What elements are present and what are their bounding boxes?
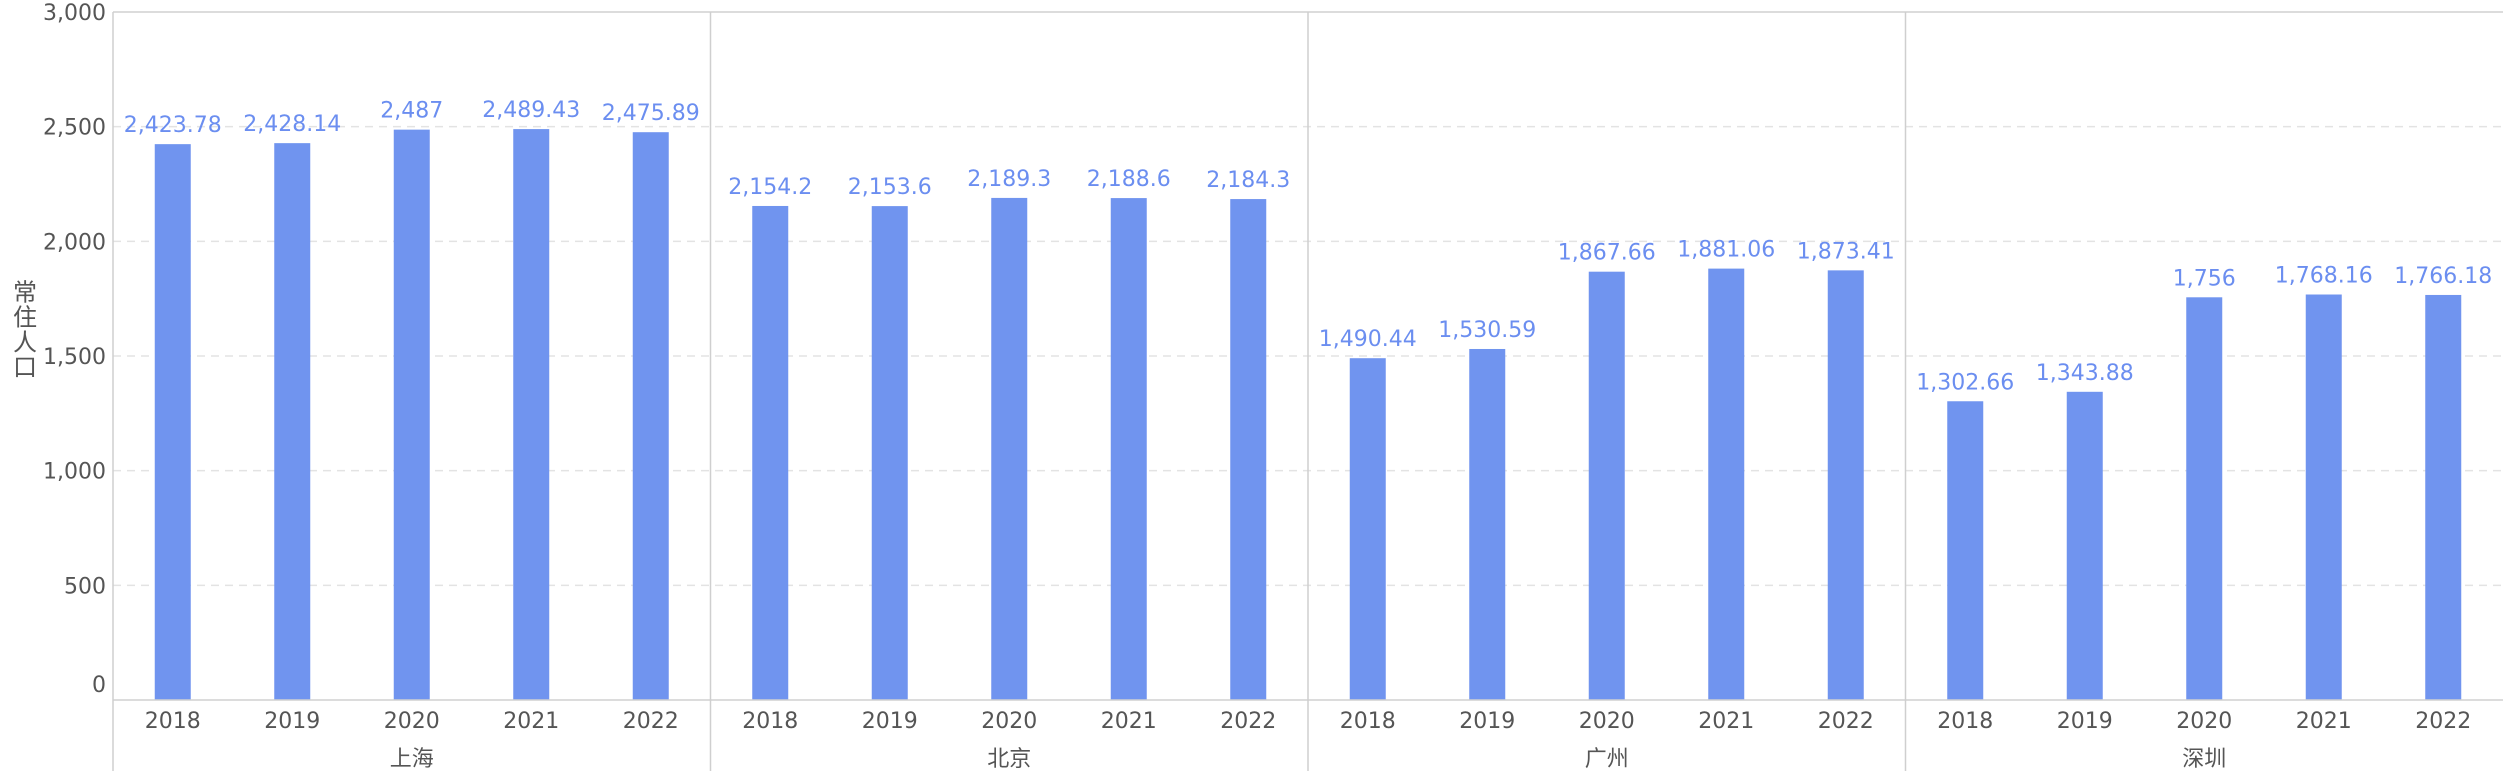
x-tick-label: 2019 bbox=[1459, 709, 1515, 734]
x-tick-label: 2020 bbox=[1579, 709, 1635, 734]
x-tick-label: 2021 bbox=[1101, 709, 1157, 734]
data-label: 1,873.41 bbox=[1797, 239, 1895, 264]
data-label: 2,487 bbox=[380, 99, 443, 124]
y-axis-title: 常住人口 bbox=[13, 279, 37, 382]
x-tick-label: 2021 bbox=[1698, 709, 1754, 734]
data-label: 1,756 bbox=[2173, 266, 2236, 291]
x-tick-label: 2020 bbox=[2176, 709, 2232, 734]
x-tick-label: 2018 bbox=[145, 709, 201, 734]
bar bbox=[1110, 198, 1147, 701]
data-label: 1,881.06 bbox=[1677, 238, 1775, 263]
group-label: 深圳 bbox=[2182, 747, 2226, 771]
data-label: 1,867.66 bbox=[1558, 241, 1656, 266]
data-label: 2,154.2 bbox=[728, 175, 812, 200]
y-tick-label: 1,500 bbox=[43, 345, 106, 370]
bar bbox=[2305, 294, 2342, 700]
bar bbox=[752, 205, 789, 700]
bar bbox=[513, 129, 550, 701]
x-tick-label: 2018 bbox=[1937, 709, 1993, 734]
group-label: 上海 bbox=[390, 747, 434, 771]
y-tick-label: 2,000 bbox=[43, 230, 106, 255]
bar bbox=[274, 143, 311, 701]
data-label: 2,153.6 bbox=[848, 175, 932, 200]
x-tick-label: 2020 bbox=[981, 709, 1037, 734]
bar bbox=[1588, 271, 1625, 700]
bar bbox=[871, 206, 908, 700]
y-axis: 0 500 1,000 1,500 2,000 2,500 3,000 bbox=[43, 1, 106, 698]
bar bbox=[1230, 199, 1267, 700]
data-label: 2,489.43 bbox=[482, 98, 580, 123]
data-label: 1,490.44 bbox=[1319, 327, 1417, 352]
plot-frame bbox=[112, 11, 2503, 771]
data-label: 2,428.14 bbox=[243, 112, 341, 137]
bar bbox=[2425, 294, 2462, 700]
bars: 2,423.78 2,428.14 2,487 2,489.43 2,475.89 2,1… bbox=[124, 98, 2492, 701]
bar bbox=[1349, 358, 1386, 700]
bar bbox=[2066, 391, 2103, 700]
data-label: 1,343.88 bbox=[2036, 361, 2134, 386]
group-label: 广州 bbox=[1585, 747, 1629, 771]
bar bbox=[393, 129, 430, 700]
x-tick-label: 2019 bbox=[862, 709, 918, 734]
bar bbox=[1469, 348, 1506, 700]
y-tick-label: 1,000 bbox=[43, 460, 106, 485]
data-label: 2,188.6 bbox=[1087, 167, 1171, 192]
bar bbox=[154, 144, 191, 700]
bar bbox=[991, 197, 1028, 700]
data-label: 2,423.78 bbox=[124, 113, 222, 138]
data-label: 2,475.89 bbox=[602, 101, 700, 126]
data-label: 1,530.59 bbox=[1438, 318, 1536, 343]
data-label: 1,302.66 bbox=[1916, 370, 2014, 395]
x-tick-label: 2019 bbox=[264, 709, 320, 734]
x-tick-label: 2022 bbox=[623, 709, 679, 734]
x-tick-label: 2019 bbox=[2057, 709, 2113, 734]
bar bbox=[2186, 297, 2223, 700]
bar bbox=[1827, 270, 1864, 700]
x-tick-label: 2018 bbox=[1340, 709, 1396, 734]
data-label: 1,768.16 bbox=[2275, 264, 2373, 289]
x-tick-label: 2021 bbox=[2296, 709, 2352, 734]
x-tick-label: 2021 bbox=[503, 709, 559, 734]
data-label: 1,766.18 bbox=[2394, 264, 2492, 289]
group-label: 北京 bbox=[987, 747, 1031, 771]
y-tick-label: 500 bbox=[64, 574, 106, 599]
bar bbox=[632, 132, 669, 700]
x-axis: 2018 2019 2020 2021 2022 上海 2018 2019 2020 2021 20… bbox=[145, 709, 2472, 771]
bar bbox=[1708, 268, 1745, 700]
y-tick-label: 3,000 bbox=[43, 1, 106, 26]
y-tick-label: 2,500 bbox=[43, 116, 106, 141]
y-tick-label: 0 bbox=[92, 673, 106, 698]
x-tick-label: 2020 bbox=[384, 709, 440, 734]
x-tick-label: 2022 bbox=[1220, 709, 1276, 734]
x-tick-label: 2022 bbox=[1818, 709, 1874, 734]
data-label: 2,184.3 bbox=[1206, 168, 1290, 193]
data-label: 2,189.3 bbox=[967, 167, 1051, 192]
x-tick-label: 2022 bbox=[2415, 709, 2471, 734]
x-tick-label: 2018 bbox=[742, 709, 798, 734]
bar bbox=[1947, 401, 1984, 700]
